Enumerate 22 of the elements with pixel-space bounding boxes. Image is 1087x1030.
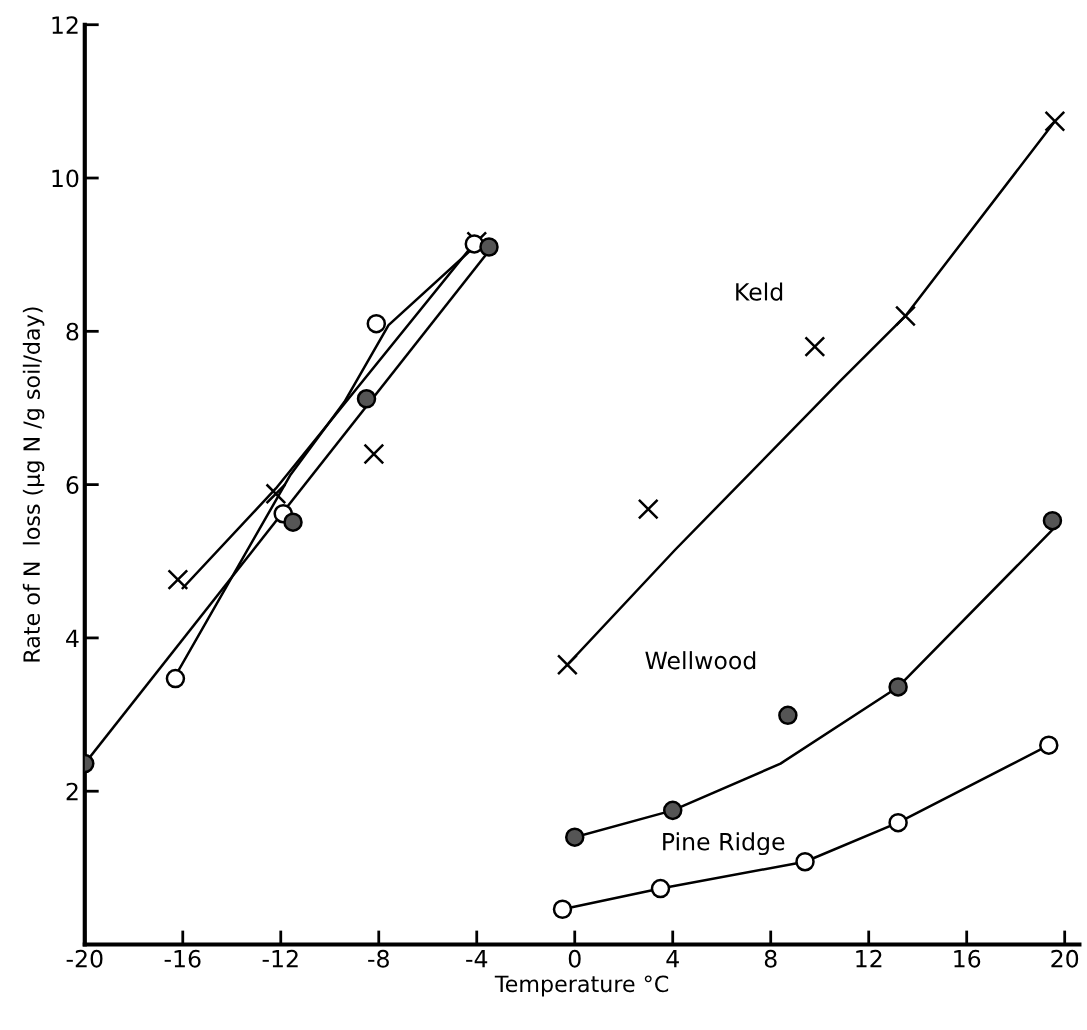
y-tick-label: 12 [52, 16, 78, 34]
series-label: Keld [736, 282, 783, 301]
x-tick-label: 20 [1051, 949, 1079, 968]
x-tick-label: -4 [466, 950, 488, 968]
y-tick-label: 10 [52, 169, 79, 188]
x-tick-label: -20 [66, 949, 103, 968]
x-tick-label: 12 [856, 949, 882, 968]
x-tick-label: -8 [368, 949, 389, 968]
x-tick-label: 0 [568, 949, 581, 968]
x-tick-label: 16 [954, 949, 981, 968]
series-label: Pine Ridge [663, 832, 785, 856]
y-tick-label: 4 [66, 629, 79, 647]
y-tick-label: 8 [66, 322, 79, 341]
x-tick-label: -12 [262, 949, 298, 968]
x-tick-label: 4 [666, 950, 679, 968]
y-tick-label: 2 [66, 782, 78, 801]
x-tick-label: -16 [164, 949, 201, 968]
x-tick-label: 8 [764, 949, 777, 968]
text: Wellwood [645, 651, 756, 670]
y-axis-title: Rate of N loss (μg N /g soil/day) [22, 307, 45, 662]
y-tick-label: 6 [66, 476, 79, 494]
x-axis-title: Temperature °C [494, 975, 669, 997]
